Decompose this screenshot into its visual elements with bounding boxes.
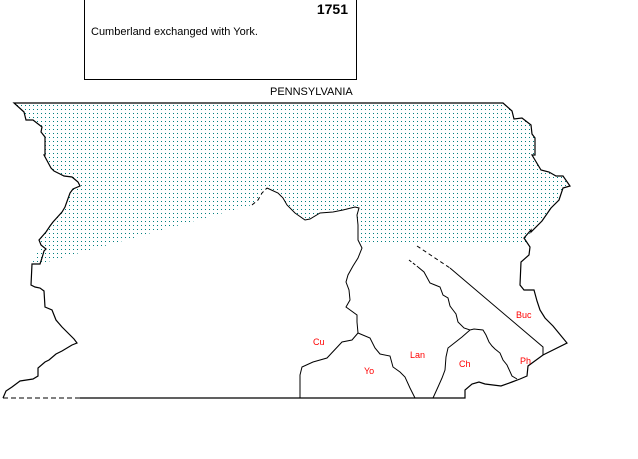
- county-label-chester: Ch: [459, 359, 471, 369]
- info-box: 1751 Cumberland exchanged with York.: [84, 0, 357, 80]
- county-label-philadelphia: Ph: [520, 356, 531, 366]
- county-label-lancaster: Lan: [410, 350, 425, 360]
- county-label-york: Yo: [364, 366, 374, 376]
- county-label-bucks: Buc: [516, 310, 532, 320]
- boundary-dashed-north: [251, 187, 268, 206]
- county-label-cumberland: Cu: [313, 337, 325, 347]
- boundary-lancaster-chester-west: [432, 329, 471, 399]
- boundary-lancaster-chester-dashed: [408, 259, 419, 268]
- boundary-bucks: [449, 267, 544, 355]
- boundary-bucks-dashed: [416, 245, 451, 269]
- unorganized-territory: [14, 103, 570, 264]
- event-description: Cumberland exchanged with York.: [91, 26, 258, 38]
- state-label: PENNSYLVANIA: [270, 86, 353, 98]
- state-border: [2, 102, 571, 399]
- boundary-susquehanna: [266, 187, 416, 399]
- year-label: 1751: [316, 1, 348, 17]
- boundary-cumberland-york: [299, 332, 359, 398]
- boundary-lancaster-chester: [417, 266, 518, 380]
